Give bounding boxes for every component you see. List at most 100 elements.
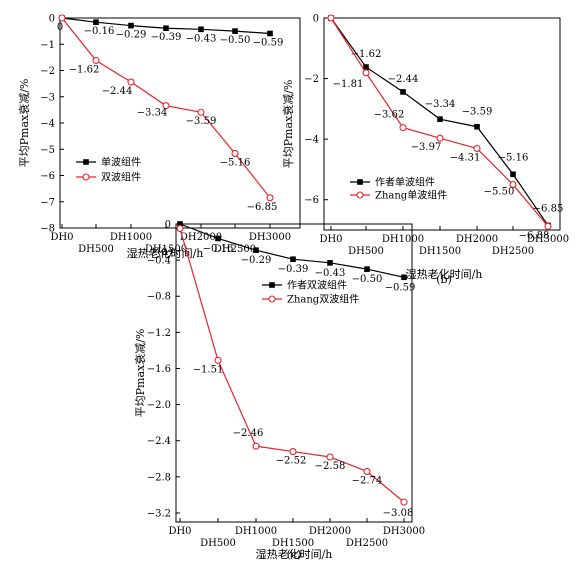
data-point: [163, 25, 169, 32]
data-point: [436, 134, 444, 142]
legend-label: Zhang单波组件: [375, 189, 447, 202]
data-point: [231, 149, 239, 157]
x-tick-label: DH0: [319, 234, 342, 245]
x-tick-label: DH1500: [419, 246, 461, 257]
data-label: −0.50: [352, 274, 383, 285]
panel-label: (c): [287, 548, 302, 561]
y-tick-label: −3: [40, 92, 55, 103]
x-tick-label: DH2500: [214, 244, 256, 255]
legend-label: 作者单波组件: [375, 176, 435, 189]
data-label: −1.81: [333, 79, 364, 90]
x-tick-label: DH500: [200, 538, 236, 549]
y-axis-label: 平均Pmax衰减/%: [281, 80, 295, 169]
y-tick-label: −1.2: [147, 328, 171, 339]
panel-label: (b): [436, 273, 452, 286]
series-1: −1.51 −2.46 −2.52 −2.58 −2.74 −3.08 Zhang双波组件: [176, 224, 413, 519]
data-label: −3.62: [374, 110, 405, 121]
data-label: −2.44: [102, 86, 133, 97]
y-axis-label: 平均Pmax衰减/%: [133, 329, 147, 418]
data-label: −2.58: [315, 461, 346, 472]
data-label: −2.46: [233, 428, 264, 439]
data-label: −6.85: [533, 203, 564, 214]
y-tick-label: −5: [40, 145, 55, 156]
y-tick-label: −2.4: [147, 436, 171, 447]
y-tick-label: −2.0: [147, 400, 171, 411]
data-label: −5.16: [220, 157, 251, 168]
x-tick-label: DH0: [50, 232, 73, 243]
data-label: −0.39: [278, 264, 309, 275]
x-tick-label: DH1500: [272, 538, 314, 549]
y-tick-label: −6: [40, 171, 55, 182]
y-tick-label: −2.8: [147, 472, 171, 483]
x-axis-label: 湿热老化时间/h: [127, 246, 204, 260]
series-1: −1.62−2.44 −3.34 −3.59 −5.16 −6.85 双波组件: [58, 14, 278, 213]
x-tick-label: DH2000: [456, 234, 498, 245]
y-tick-label: −7: [40, 197, 55, 208]
legend-label: 双波组件: [101, 171, 141, 184]
data-label: −0.59: [385, 282, 416, 293]
y-tick-label: 0: [313, 14, 319, 25]
plot-frame: [323, 17, 561, 231]
data-label: −0.16: [203, 243, 234, 254]
data-point: [363, 64, 369, 70]
y-tick-label: −4: [304, 135, 319, 146]
legend-marker: [268, 295, 276, 303]
x-axis-label: 湿热老化时间/h: [406, 267, 483, 281]
x-tick-label: DH1500: [145, 244, 187, 255]
y-tick-label: −3.2: [147, 508, 171, 519]
data-label: −6.88: [519, 230, 550, 241]
x-tick-label: DH0: [168, 526, 191, 537]
data-label: 0: [57, 22, 63, 33]
x-tick-label: DH2500: [346, 538, 388, 549]
data-point: [290, 256, 296, 263]
series-0: −0.16 −0.29 −0.39 −0.43 −0.50−0.59 作者双波组件: [177, 221, 415, 293]
data-point: [544, 222, 552, 230]
y-tick-label: −0.8: [147, 292, 171, 303]
data-point: [162, 102, 170, 110]
data-label: −3.97: [411, 142, 442, 153]
series-1: −1.81 −3.62 −3.97 −4.31 −5.50 −6.88 Zhang单波组件: [327, 14, 552, 241]
data-label: −3.34: [137, 108, 168, 119]
data-point: [399, 124, 407, 132]
data-label: −0.50: [220, 35, 251, 46]
legend-marker: [83, 159, 89, 165]
data-point: [400, 498, 408, 506]
data-point: [362, 69, 370, 77]
chart-panel-c: 0 −0.4 −0.8 −1.2 −1.6 −2.0 −2.4 −2.8 −3.2 DH0 DH50…: [133, 220, 425, 562]
legend-label: Zhang双波组件: [287, 293, 359, 306]
x-tick-label: DH2000: [309, 526, 351, 537]
x-tick-label: DH1000: [110, 232, 152, 243]
data-point: [289, 448, 297, 456]
y-tick-label: −2: [304, 74, 319, 85]
data-label: −3.34: [425, 99, 456, 110]
data-point: [93, 19, 99, 25]
x-tick-label: DH3000: [249, 232, 291, 243]
y-tick-label: −4: [40, 119, 55, 130]
data-point: [400, 89, 406, 95]
data-label: −3.59: [462, 107, 493, 118]
data-point: [176, 224, 184, 233]
x-tick-label: DH2000: [180, 232, 222, 243]
data-label: −0.39: [151, 32, 182, 43]
data-point: [327, 14, 335, 22]
data-label: −1.62: [351, 49, 382, 60]
data-point: [363, 467, 371, 475]
data-label: −2.52: [276, 456, 307, 467]
data-label: −6.85: [247, 202, 278, 213]
data-point: [252, 442, 260, 450]
data-point: [177, 221, 183, 227]
x-tick-label: DH3000: [383, 526, 425, 537]
data-point: [92, 56, 100, 65]
data-label: −0.16: [84, 26, 115, 37]
data-point: [58, 14, 66, 22]
data-point: [473, 144, 481, 153]
plot-frame: [59, 17, 301, 229]
x-axis-label: 湿热老化时间/h: [256, 547, 333, 561]
data-point: [197, 108, 205, 116]
data-point: [267, 30, 273, 37]
plot-frame: [175, 223, 413, 523]
data-point: [509, 181, 517, 189]
data-point: [474, 123, 480, 130]
data-point: [232, 28, 238, 34]
x-tick-label: DH1000: [382, 234, 424, 245]
